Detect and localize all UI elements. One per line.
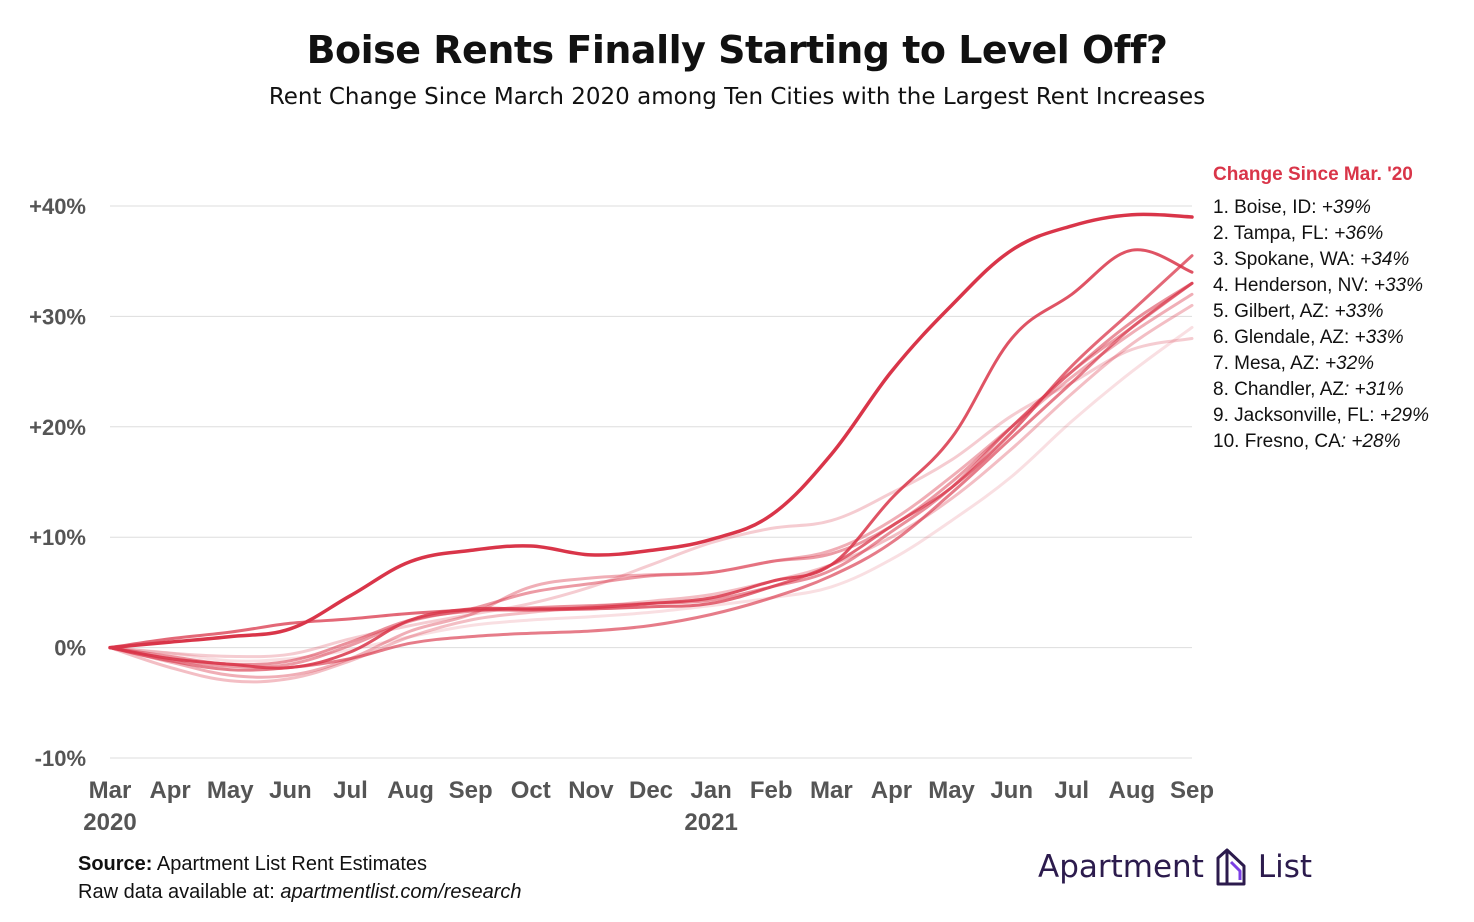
y-tick-label: +20% — [29, 415, 86, 440]
y-tick-label: +10% — [29, 525, 86, 550]
logo-text-list: List — [1257, 849, 1313, 885]
legend-item-city: 1. Boise, ID: — [1213, 197, 1322, 218]
legend-item-value: +32% — [1324, 353, 1375, 374]
series-line — [108, 292, 1194, 679]
x-tick-label: Feb — [750, 777, 793, 804]
series-line — [108, 254, 1194, 650]
x-tick-label: Jun — [990, 777, 1033, 804]
legend-item-city: 2. Tampa, FL: — [1213, 223, 1335, 244]
x-year-label: 2020 — [83, 809, 136, 836]
legend-item-value: +39% — [1321, 197, 1371, 218]
x-tick-label: Aug — [1109, 777, 1156, 804]
legend-item-city: 5. Gilbert, AZ: — [1213, 301, 1335, 322]
legend-item-value: +33% — [1373, 275, 1424, 296]
legend-items: 1. Boise, ID: +39% 2. Tampa, FL: +36% 3. S… — [1213, 195, 1471, 455]
x-tick-label: Jun — [269, 777, 312, 804]
source-label: Source: — [78, 853, 153, 875]
legend: Change Since Mar. '20 1. Boise, ID: +39%… — [1213, 164, 1471, 455]
y-tick-label: +30% — [29, 304, 86, 329]
y-tick-label: -10% — [35, 746, 86, 771]
logo-text-apartment: Apartment — [1038, 849, 1204, 885]
x-year-label: 2021 — [684, 809, 737, 836]
x-tick-label: Mar — [89, 777, 132, 804]
legend-item: 1. Boise, ID: +39% — [1213, 195, 1471, 221]
legend-item-value: +33% — [1334, 301, 1384, 322]
legend-item: 2. Tampa, FL: +36% — [1213, 221, 1471, 247]
x-tick-label: May — [928, 777, 975, 804]
x-tick-label: Jan — [690, 777, 731, 804]
series-line — [108, 281, 1194, 669]
x-tick-label: Sep — [1170, 777, 1214, 804]
raw-data-prefix: Raw data available at: — [78, 881, 281, 903]
legend-item-value: : +28% — [1340, 431, 1401, 452]
raw-data-link[interactable]: apartmentlist.com/research — [280, 881, 522, 903]
x-tick-label: Apr — [871, 777, 912, 804]
legend-item: 9. Jacksonville, FL: +29% — [1213, 403, 1471, 429]
legend-item-value: +36% — [1334, 223, 1384, 244]
legend-item: 3. Spokane, WA: +34% — [1213, 247, 1471, 273]
series-lines — [108, 212, 1194, 684]
x-tick-label: Dec — [629, 777, 673, 804]
legend-item: 7. Mesa, AZ: +32% — [1213, 351, 1471, 377]
x-tick-label: Jul — [333, 777, 368, 804]
legend-item: 8. Chandler, AZ: +31% — [1213, 377, 1471, 403]
legend-item-value: +29% — [1379, 405, 1429, 426]
x-tick-label: Oct — [511, 777, 551, 804]
gridlines — [110, 205, 1192, 759]
apartment-list-building-icon — [1216, 848, 1246, 886]
legend-item-city: 6. Glendale, AZ: — [1213, 327, 1355, 348]
legend-item-city: 8. Chandler, AZ — [1213, 379, 1344, 400]
apartment-list-logo: Apartment List — [1038, 842, 1312, 892]
legend-item-city: 4. Henderson, NV: — [1213, 275, 1374, 296]
source-text: Apartment List Rent Estimates — [152, 853, 428, 875]
x-tick-label: Aug — [387, 777, 434, 804]
x-tick-label: Sep — [449, 777, 493, 804]
x-tick-label: May — [207, 777, 254, 804]
legend-item: 4. Henderson, NV: +33% — [1213, 273, 1471, 299]
chart-subtitle: Rent Change Since March 2020 among Ten C… — [268, 84, 1206, 110]
y-tick-label: +40% — [29, 194, 86, 219]
legend-item-city: 9. Jacksonville, FL: — [1213, 405, 1380, 426]
x-tick-label: Jul — [1054, 777, 1089, 804]
legend-title: Change Since Mar. '20 — [1213, 164, 1413, 185]
legend-item-city: 10. Fresno, CA — [1213, 431, 1341, 452]
x-tick-label: Nov — [568, 777, 614, 804]
legend-item-city: 7. Mesa, AZ: — [1213, 353, 1325, 374]
legend-item-value: : +31% — [1343, 379, 1404, 400]
source-note: Source: Apartment List Rent Estimates Ra… — [78, 850, 522, 906]
raw-data-line: Raw data available at: apartmentlist.com… — [78, 878, 522, 906]
legend-item-city: 3. Spokane, WA: — [1213, 249, 1361, 270]
series-line — [108, 325, 1194, 663]
legend-item-value: +33% — [1354, 327, 1404, 348]
x-tick-label: Apr — [149, 777, 190, 804]
legend-item: 10. Fresno, CA: +28% — [1213, 429, 1471, 455]
legend-item: 6. Glendale, AZ: +33% — [1213, 325, 1471, 351]
legend-item-value: +34% — [1360, 249, 1410, 270]
series-line — [108, 248, 1194, 670]
legend-item: 5. Gilbert, AZ: +33% — [1213, 299, 1471, 325]
source-line: Source: Apartment List Rent Estimates — [78, 850, 522, 878]
x-tick-label: Mar — [810, 777, 853, 804]
y-tick-label: 0% — [54, 636, 86, 661]
series-line — [108, 337, 1194, 659]
chart-title: Boise Rents Finally Starting to Level Of… — [306, 28, 1168, 72]
series-line — [108, 212, 1194, 650]
x-axis: Mar Apr May Jun Jul Aug Sep Oct Nov Dec Jan Feb Mar A… — [83, 777, 1214, 836]
series-line — [108, 303, 1194, 684]
y-axis: +40% +30% +20% +10% 0% -10% — [29, 194, 86, 771]
